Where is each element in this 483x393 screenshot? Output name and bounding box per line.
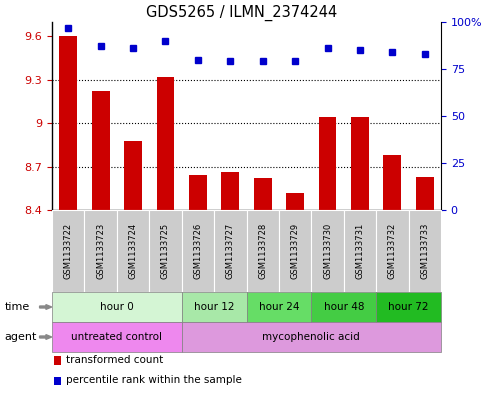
Text: hour 12: hour 12 (194, 302, 234, 312)
Text: GSM1133722: GSM1133722 (64, 223, 73, 279)
Text: GSM1133728: GSM1133728 (258, 223, 267, 279)
Bar (124, 141, 142, 210)
Text: GSM1133729: GSM1133729 (291, 223, 299, 279)
Text: untreated control: untreated control (71, 332, 162, 342)
Text: GSM1133732: GSM1133732 (388, 223, 397, 279)
Text: percentile rank within the sample: percentile rank within the sample (66, 375, 242, 386)
Text: agent: agent (5, 332, 37, 342)
Bar (92, 92, 110, 210)
Bar (254, 178, 271, 210)
Bar (351, 118, 369, 210)
Bar (189, 175, 207, 210)
Bar (59, 37, 77, 210)
Text: GDS5265 / ILMN_2374244: GDS5265 / ILMN_2374244 (146, 5, 337, 21)
Text: time: time (5, 302, 30, 312)
Text: hour 24: hour 24 (259, 302, 299, 312)
Bar (221, 173, 239, 210)
Text: GSM1133733: GSM1133733 (420, 223, 429, 279)
Text: GSM1133730: GSM1133730 (323, 223, 332, 279)
Text: hour 48: hour 48 (324, 302, 364, 312)
Bar (156, 77, 174, 210)
Text: GSM1133726: GSM1133726 (193, 223, 202, 279)
Text: GSM1133727: GSM1133727 (226, 223, 235, 279)
Bar (286, 193, 304, 210)
Bar (416, 177, 434, 210)
Text: transformed count: transformed count (66, 355, 164, 365)
Text: GSM1133725: GSM1133725 (161, 223, 170, 279)
Bar (384, 155, 401, 210)
Text: hour 0: hour 0 (100, 302, 134, 312)
Text: hour 72: hour 72 (388, 302, 429, 312)
Bar (319, 118, 337, 210)
Text: GSM1133731: GSM1133731 (355, 223, 365, 279)
Text: GSM1133723: GSM1133723 (96, 223, 105, 279)
Text: mycophenolic acid: mycophenolic acid (262, 332, 360, 342)
Text: GSM1133724: GSM1133724 (128, 223, 138, 279)
